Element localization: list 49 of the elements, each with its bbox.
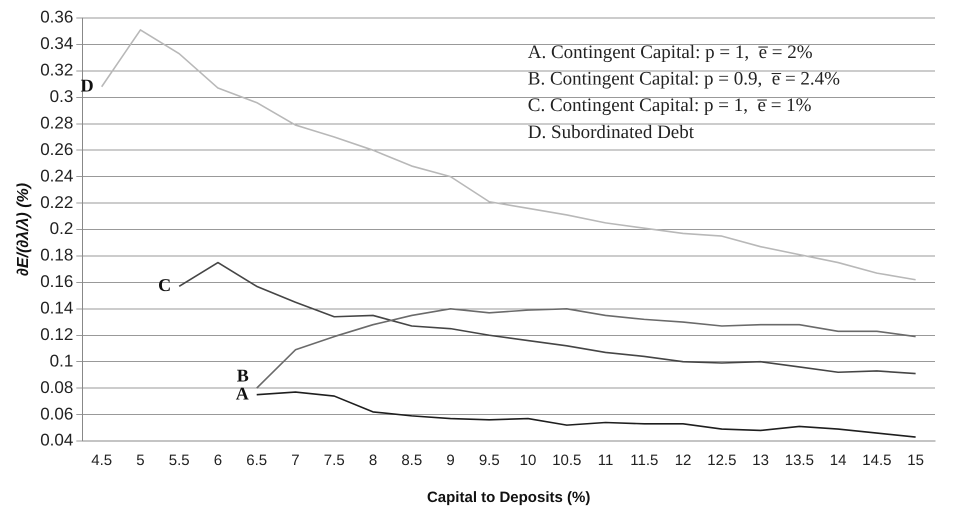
- y-tick-label: 0.28: [40, 113, 74, 132]
- y-tick-label: 0.16: [40, 272, 74, 292]
- x-tick-label: 6.5: [246, 452, 268, 470]
- y-tick-label: 0.34: [40, 34, 74, 54]
- y-tick-label: 0.26: [40, 140, 74, 159]
- y-tick-label: 0.36: [40, 8, 74, 27]
- series-label: D: [80, 75, 94, 96]
- annotation: B. Contingent Capital: p = 0.9, e̅ = 2.4%: [528, 68, 840, 90]
- y-tick-label: 0.22: [40, 192, 74, 212]
- y-tick-label: 0.14: [40, 298, 74, 318]
- y-tick-label: 0.24: [40, 166, 74, 186]
- x-tick-label: 5: [136, 452, 145, 470]
- x-tick-label: 11: [598, 452, 614, 470]
- annotation: C. Contingent Capital: p = 1, e̅ = 1%: [528, 95, 812, 116]
- y-tick-label: 0.06: [40, 404, 74, 424]
- x-tick-label: 11.5: [630, 452, 658, 470]
- y-tick-label: 0.04: [40, 430, 74, 450]
- y-tick-label: 0.12: [40, 324, 74, 344]
- x-tick-label: 13: [752, 452, 769, 470]
- x-tick-label: 10: [520, 452, 536, 470]
- x-tick-label: 14: [830, 452, 846, 470]
- x-tick-label: 9: [446, 452, 455, 470]
- x-tick-label: 15: [907, 452, 924, 470]
- y-axis-title: ∂E/(∂λ/λ) (%): [15, 182, 32, 276]
- x-tick-label: 8.5: [401, 452, 422, 470]
- y-tick-label: 0.32: [40, 60, 74, 80]
- x-tick-label: 12: [674, 452, 692, 470]
- x-tick-label: 9.5: [478, 452, 500, 470]
- x-tick-label: 6: [214, 452, 222, 470]
- x-tick-label: 7: [291, 452, 300, 470]
- x-tick-label: 14.5: [862, 452, 892, 470]
- series-label: B: [236, 365, 249, 386]
- x-tick-label: 13.5: [784, 452, 814, 470]
- annotation: D. Subordinated Debt: [528, 122, 695, 143]
- series-label: C: [158, 274, 172, 295]
- x-tick-label: 5.5: [168, 452, 190, 470]
- x-tick-label: 8: [368, 452, 378, 470]
- x-tick-label: 4.5: [91, 452, 112, 470]
- x-axis-title: Capital to Deposits (%): [426, 489, 590, 506]
- y-tick-label: 0.08: [40, 378, 74, 397]
- series-label: A: [236, 383, 249, 404]
- y-tick-label: 0.1: [50, 351, 74, 370]
- x-tick-label: 10.5: [552, 452, 582, 470]
- x-tick-label: 12.5: [707, 452, 736, 470]
- y-tick-label: 0.3: [50, 87, 74, 106]
- y-tick-label: 0.2: [50, 219, 74, 238]
- y-tick-label: 0.18: [40, 246, 74, 265]
- x-tick-label: 7.5: [324, 452, 345, 470]
- annotation: A. Contingent Capital: p = 1, e̅ = 2%: [528, 42, 813, 63]
